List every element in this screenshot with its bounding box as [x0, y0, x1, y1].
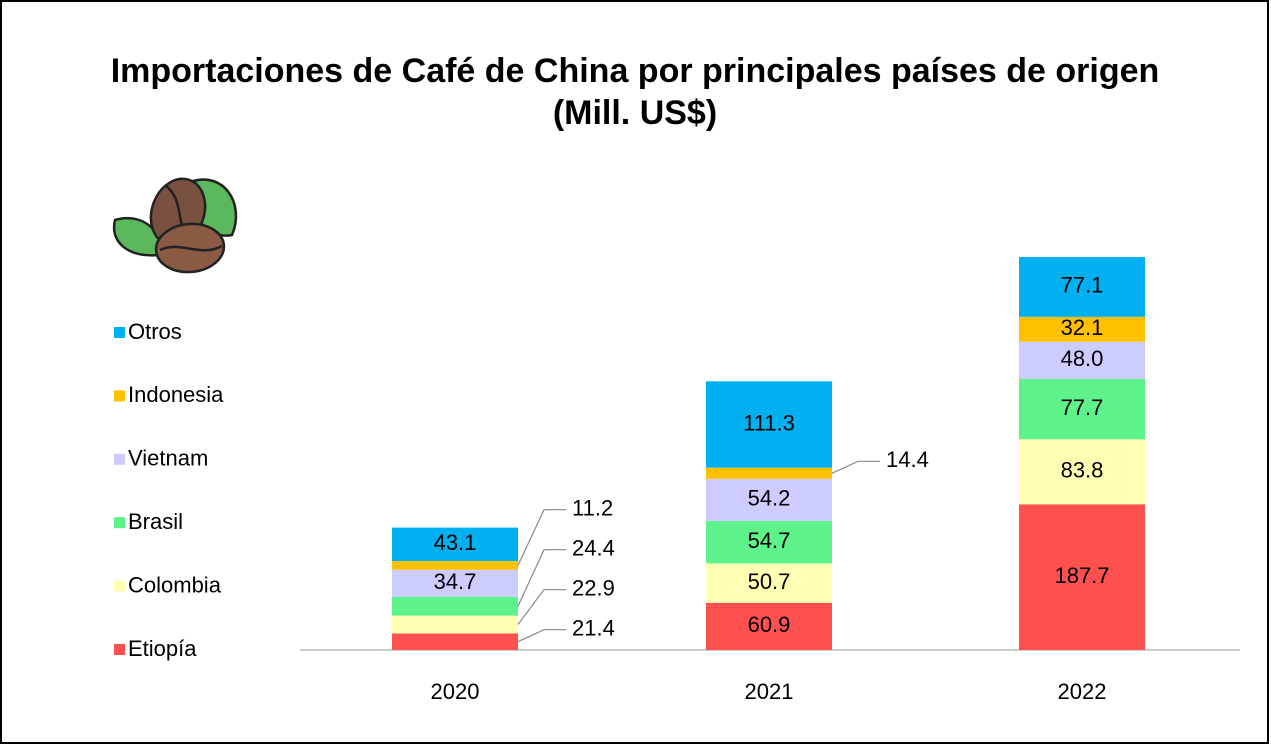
- leader-line: [517, 589, 566, 625]
- x-tick-label: 2021: [745, 679, 794, 704]
- leader-line: [517, 549, 566, 607]
- bar-segment: [1019, 316, 1145, 342]
- data-label: 11.2: [572, 496, 613, 521]
- data-label: 24.4: [572, 536, 615, 561]
- legend-swatch: [114, 327, 125, 338]
- bar-segment: [392, 527, 518, 562]
- bar-segment: [392, 615, 518, 634]
- data-label: 77.7: [1061, 395, 1104, 420]
- coffee-icon: [112, 177, 238, 274]
- data-label: 83.8: [1061, 458, 1104, 483]
- leader-line: [517, 509, 566, 566]
- bar-segment: [392, 561, 518, 570]
- bar-segment: [706, 563, 832, 603]
- data-label: 60.9: [748, 612, 791, 637]
- legend-swatch: [114, 390, 125, 402]
- data-label: 21.4: [572, 616, 615, 641]
- legend-swatch: [114, 517, 125, 529]
- legend-label: Brasil: [128, 509, 183, 534]
- legend-label: Otros: [128, 319, 182, 344]
- bar-segment: [1019, 439, 1145, 505]
- legend-label: Indonesia: [128, 382, 224, 407]
- bar-segment: [1019, 341, 1145, 379]
- data-label: 50.7: [748, 569, 791, 594]
- bar-segment: [706, 467, 832, 479]
- x-tick-label: 2022: [1058, 679, 1107, 704]
- data-label: 187.7: [1054, 563, 1109, 588]
- leader-line: [831, 460, 880, 474]
- data-label: 32.1: [1061, 315, 1104, 340]
- bar-segment: [706, 478, 832, 521]
- data-label: 54.2: [748, 486, 791, 511]
- data-label: 43.1: [434, 530, 477, 555]
- legend-swatch: [114, 453, 125, 465]
- bar-segment: [1019, 378, 1145, 440]
- chart-title: Importaciones de Café de China por princ…: [110, 52, 1160, 132]
- bar-segment: [1019, 257, 1145, 317]
- data-label: 22.9: [572, 576, 615, 601]
- data-label: 77.1: [1061, 273, 1104, 298]
- bar-segment: [392, 633, 518, 650]
- legend-label: Vietnam: [128, 446, 208, 471]
- legend-label: Etiopía: [128, 636, 197, 661]
- data-label: 34.7: [434, 569, 477, 594]
- leader-line: [517, 629, 566, 643]
- bar-segment: [392, 596, 518, 616]
- bar-segment: [1019, 504, 1145, 650]
- bar-segment: [706, 602, 832, 650]
- legend-label: Colombia: [128, 572, 222, 597]
- data-label: 48.0: [1061, 346, 1104, 371]
- bar-segment: [706, 520, 832, 564]
- data-label: 54.7: [748, 528, 791, 553]
- legend-swatch: [114, 644, 125, 655]
- data-label: 111.3: [743, 410, 795, 435]
- bar-segment: [392, 569, 518, 597]
- x-tick-label: 2020: [431, 679, 480, 704]
- legend-swatch: [114, 580, 125, 592]
- bar-segment: [706, 381, 832, 468]
- data-label: 14.4: [886, 447, 929, 472]
